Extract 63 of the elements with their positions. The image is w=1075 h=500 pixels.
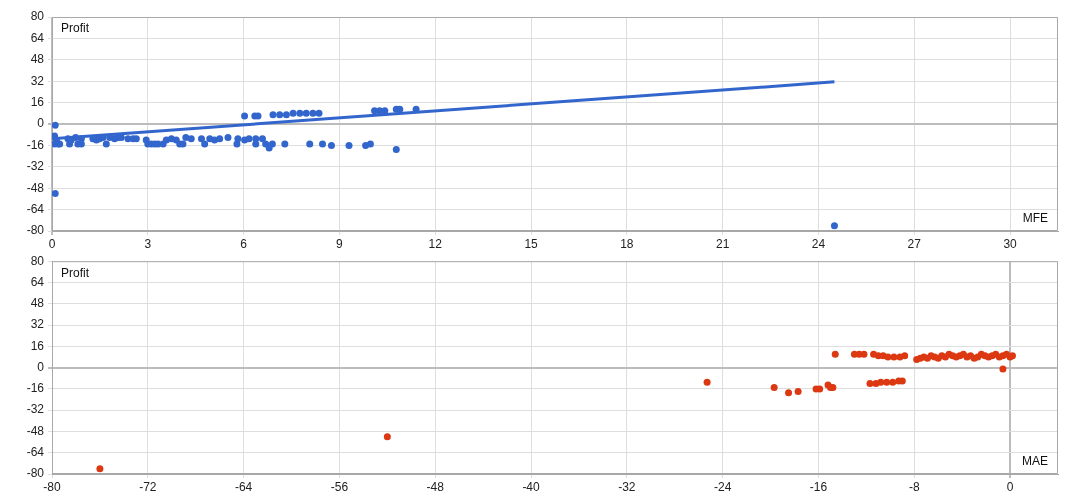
point	[999, 365, 1007, 373]
point	[770, 384, 778, 392]
y-axis-title: Profit	[61, 21, 90, 36]
y-tick-label: -80	[26, 223, 45, 238]
y-tick-label: 32	[30, 317, 45, 332]
point	[877, 378, 885, 386]
x-tick-label: 0	[1006, 479, 1014, 494]
y-tick-label: 0	[37, 116, 45, 131]
y-tick-label: 48	[30, 52, 45, 67]
y-tick-label: -32	[26, 402, 45, 417]
y-axis-title: Profit	[61, 265, 90, 280]
x-tick-label: 12	[428, 236, 443, 251]
point	[794, 388, 802, 396]
y-tick-label: -64	[26, 201, 45, 216]
x-tick-label: 3	[144, 236, 152, 251]
point	[866, 380, 874, 388]
y-tick-label: 16	[30, 94, 45, 109]
y-tick-label: 32	[30, 73, 45, 88]
y-tick-label: -16	[26, 137, 45, 152]
x-tick-label: 15	[524, 236, 539, 251]
point	[703, 378, 711, 386]
point	[890, 353, 898, 361]
x-tick-label: -16	[809, 479, 828, 494]
point	[883, 378, 891, 386]
x-tick-label: -64	[234, 479, 253, 494]
x-axis-title: MAE	[1021, 454, 1048, 469]
y-tick-label: -48	[26, 423, 45, 438]
x-tick-label: -40	[522, 479, 541, 494]
x-tick-label: -72	[139, 479, 157, 494]
x-tick-label: -24	[713, 479, 732, 494]
x-tick-label: 6	[240, 236, 248, 251]
y-tick-label: 80	[30, 9, 45, 24]
y-tick-label: -64	[26, 445, 45, 460]
y-tick-label: 64	[30, 30, 45, 45]
y-tick-label: 16	[30, 338, 45, 353]
point	[96, 465, 104, 473]
y-tick-label: 0	[37, 359, 45, 374]
y-tick-label: -32	[26, 159, 45, 174]
x-axis-title: MFE	[1022, 211, 1048, 226]
x-tick-label: -56	[330, 479, 349, 494]
point	[785, 389, 793, 397]
point	[884, 353, 892, 361]
x-tick-label: -32	[618, 479, 636, 494]
point	[383, 433, 391, 441]
y-tick-label: 64	[30, 274, 45, 289]
x-tick-label: -48	[426, 479, 445, 494]
x-tick-label: 21	[715, 236, 730, 251]
y-tick-label: -16	[26, 381, 45, 396]
y-tick-label: -48	[26, 180, 45, 195]
x-tick-label: 30	[1003, 236, 1018, 251]
x-tick-label: 0	[48, 236, 56, 251]
x-tick-label: 9	[336, 236, 344, 251]
x-tick-label: 18	[620, 236, 634, 251]
x-tick-label: -8	[908, 479, 920, 494]
x-tick-label: 24	[811, 236, 826, 251]
y-tick-label: 80	[30, 253, 45, 268]
point	[889, 378, 897, 386]
x-tick-label: 27	[907, 236, 922, 251]
point	[831, 350, 839, 358]
point	[901, 352, 909, 360]
y-tick-label: 48	[30, 296, 45, 311]
y-tick-label: -80	[26, 466, 45, 481]
point	[860, 350, 868, 358]
